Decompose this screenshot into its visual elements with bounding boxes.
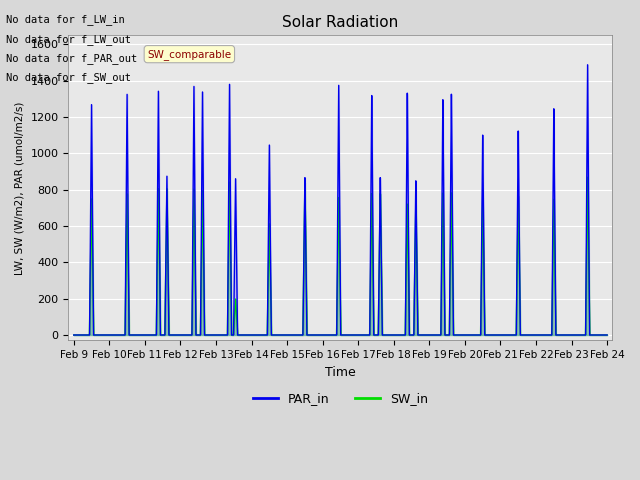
Text: SW_comparable: SW_comparable bbox=[147, 48, 232, 60]
X-axis label: Time: Time bbox=[325, 366, 356, 379]
Y-axis label: LW, SW (W/m2), PAR (umol/m2/s): LW, SW (W/m2), PAR (umol/m2/s) bbox=[15, 101, 25, 275]
Text: No data for f_LW_out: No data for f_LW_out bbox=[6, 34, 131, 45]
Legend: PAR_in, SW_in: PAR_in, SW_in bbox=[248, 387, 433, 410]
Text: No data for f_PAR_out: No data for f_PAR_out bbox=[6, 53, 138, 64]
Text: No data for f_LW_in: No data for f_LW_in bbox=[6, 14, 125, 25]
Text: No data for f_SW_out: No data for f_SW_out bbox=[6, 72, 131, 83]
Title: Solar Radiation: Solar Radiation bbox=[282, 15, 399, 30]
